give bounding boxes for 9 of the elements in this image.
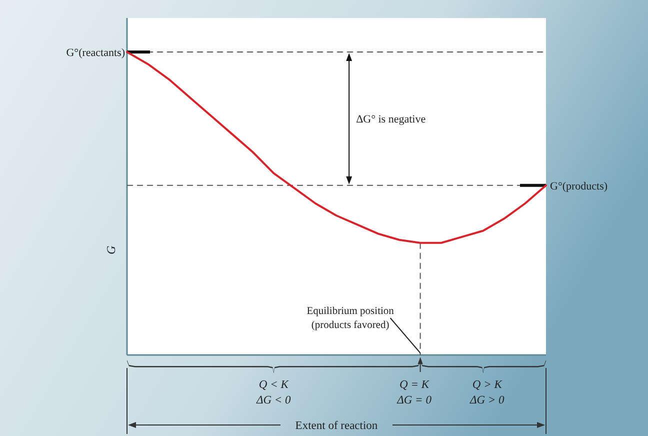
text: Extent of reaction: [295, 420, 378, 432]
text: Q = K ΔG = 0: [396, 379, 432, 407]
y-axis-title: G: [104, 245, 118, 254]
ref-line-label: G°(reactants): [66, 47, 126, 59]
text: Q > K ΔG > 0: [468, 379, 505, 407]
text: Q < K ΔG < 0: [255, 379, 292, 407]
ref-line-label: G°(products): [550, 180, 608, 192]
annotation: ΔG° is negative: [356, 114, 426, 126]
annotation: Equilibrium position (products favored): [306, 306, 395, 332]
